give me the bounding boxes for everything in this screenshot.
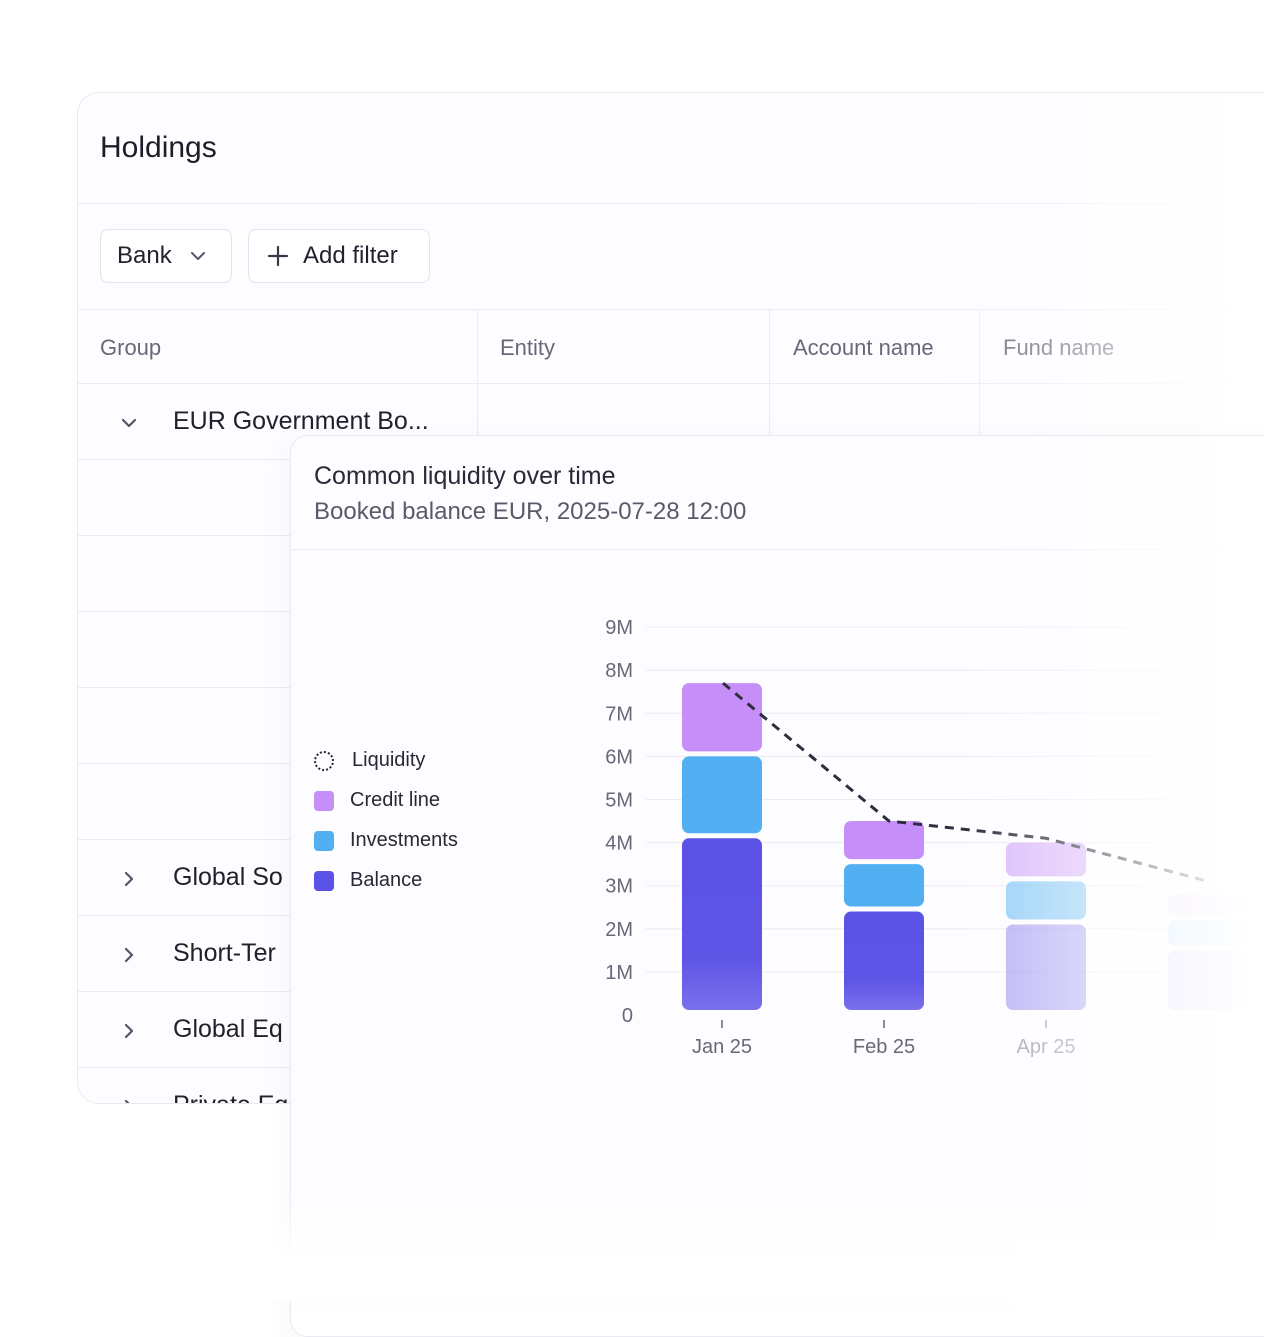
- y-tick-label: 5M: [605, 790, 633, 812]
- y-tick-label: 0: [622, 1005, 633, 1027]
- bar-credit-line: [1168, 894, 1248, 916]
- row-divider: [78, 383, 1264, 384]
- bar-balance: [1006, 924, 1086, 1010]
- divider: [78, 309, 1264, 310]
- column-header-fund-name[interactable]: Fund name: [1003, 335, 1115, 360]
- liquidity-bar-chart: 0 1M 2M 3M 4M 5M 6M 7M 8M 9M Jan 25 Feb 25 Apr 25: [605, 617, 1248, 1058]
- divider: [291, 549, 1264, 550]
- column-divider: [979, 309, 980, 437]
- bar-balance: [682, 838, 762, 1010]
- x-tick-label: Feb 25: [853, 1036, 915, 1058]
- group-row-label[interactable]: Private Eq: [173, 1091, 288, 1103]
- page-title: Holdings: [100, 131, 217, 164]
- chevron-down-icon: [190, 252, 205, 260]
- y-tick-label: 9M: [605, 617, 633, 639]
- plus-icon: [267, 245, 289, 267]
- bar-balance: [844, 911, 924, 1010]
- bar-credit-line: [844, 821, 924, 860]
- bar-investments: [1006, 881, 1086, 920]
- chevron-right-icon[interactable]: [118, 944, 140, 966]
- legend-swatch: [314, 830, 334, 851]
- bank-filter-dropdown[interactable]: Bank: [100, 229, 232, 283]
- liquidity-chart-card: Common liquidity over time Booked balanc…: [290, 435, 1264, 1337]
- bar-investments: [1168, 920, 1248, 946]
- dotted-circle-icon: [314, 750, 334, 771]
- divider: [78, 203, 1264, 204]
- bar-credit-line: [1006, 842, 1086, 877]
- y-tick-label: 7M: [605, 703, 633, 725]
- chevron-right-icon[interactable]: [118, 1096, 140, 1104]
- legend-item-investments[interactable]: Investments: [314, 829, 458, 852]
- legend-label: Liquidity: [352, 749, 426, 771]
- chevron-right-icon[interactable]: [118, 868, 140, 890]
- legend-item-credit-line[interactable]: Credit line: [314, 789, 440, 812]
- bar-investments: [844, 864, 924, 907]
- add-filter-label: Add filter: [303, 242, 398, 269]
- y-tick-label: 3M: [605, 876, 633, 898]
- column-divider: [477, 309, 478, 437]
- legend-label: Balance: [350, 869, 423, 891]
- fade-overlay: [291, 1166, 1264, 1336]
- column-header-account-name[interactable]: Account name: [793, 335, 934, 360]
- legend-item-balance[interactable]: Balance: [314, 869, 422, 892]
- chart-subtitle: Booked balance EUR, 2025-07-28 12:00: [314, 498, 747, 525]
- bar-credit-line: [682, 683, 762, 752]
- bar-investments: [682, 756, 762, 834]
- legend-label: Investments: [350, 829, 458, 851]
- chart-title: Common liquidity over time: [314, 462, 616, 490]
- add-filter-button[interactable]: Add filter: [248, 229, 430, 283]
- legend-label: Credit line: [350, 789, 441, 811]
- y-tick-label: 6M: [605, 746, 633, 768]
- legend-swatch: [314, 790, 334, 811]
- group-row-label[interactable]: Short-Ter: [173, 939, 276, 967]
- group-row-label[interactable]: EUR Government Bo...: [173, 407, 429, 435]
- column-header-entity[interactable]: Entity: [500, 335, 556, 360]
- chevron-right-icon[interactable]: [118, 1020, 140, 1042]
- column-divider: [769, 309, 770, 437]
- legend-swatch: [314, 870, 334, 891]
- group-row-label[interactable]: Global Eq: [173, 1015, 283, 1043]
- column-header-group[interactable]: Group: [100, 335, 162, 360]
- bar-balance: [1168, 950, 1248, 1010]
- y-tick-label: 1M: [605, 962, 633, 984]
- y-tick-label: 4M: [605, 833, 633, 855]
- y-tick-label: 8M: [605, 660, 633, 682]
- chevron-down-icon[interactable]: [118, 412, 140, 434]
- x-tick-label: Apr 25: [1017, 1036, 1076, 1058]
- bank-filter-label: Bank: [117, 242, 172, 269]
- group-row-label[interactable]: Global So: [173, 863, 283, 891]
- y-tick-label: 2M: [605, 919, 633, 941]
- legend-item-liquidity[interactable]: Liquidity: [314, 749, 425, 772]
- x-tick-label: Jan 25: [692, 1036, 752, 1058]
